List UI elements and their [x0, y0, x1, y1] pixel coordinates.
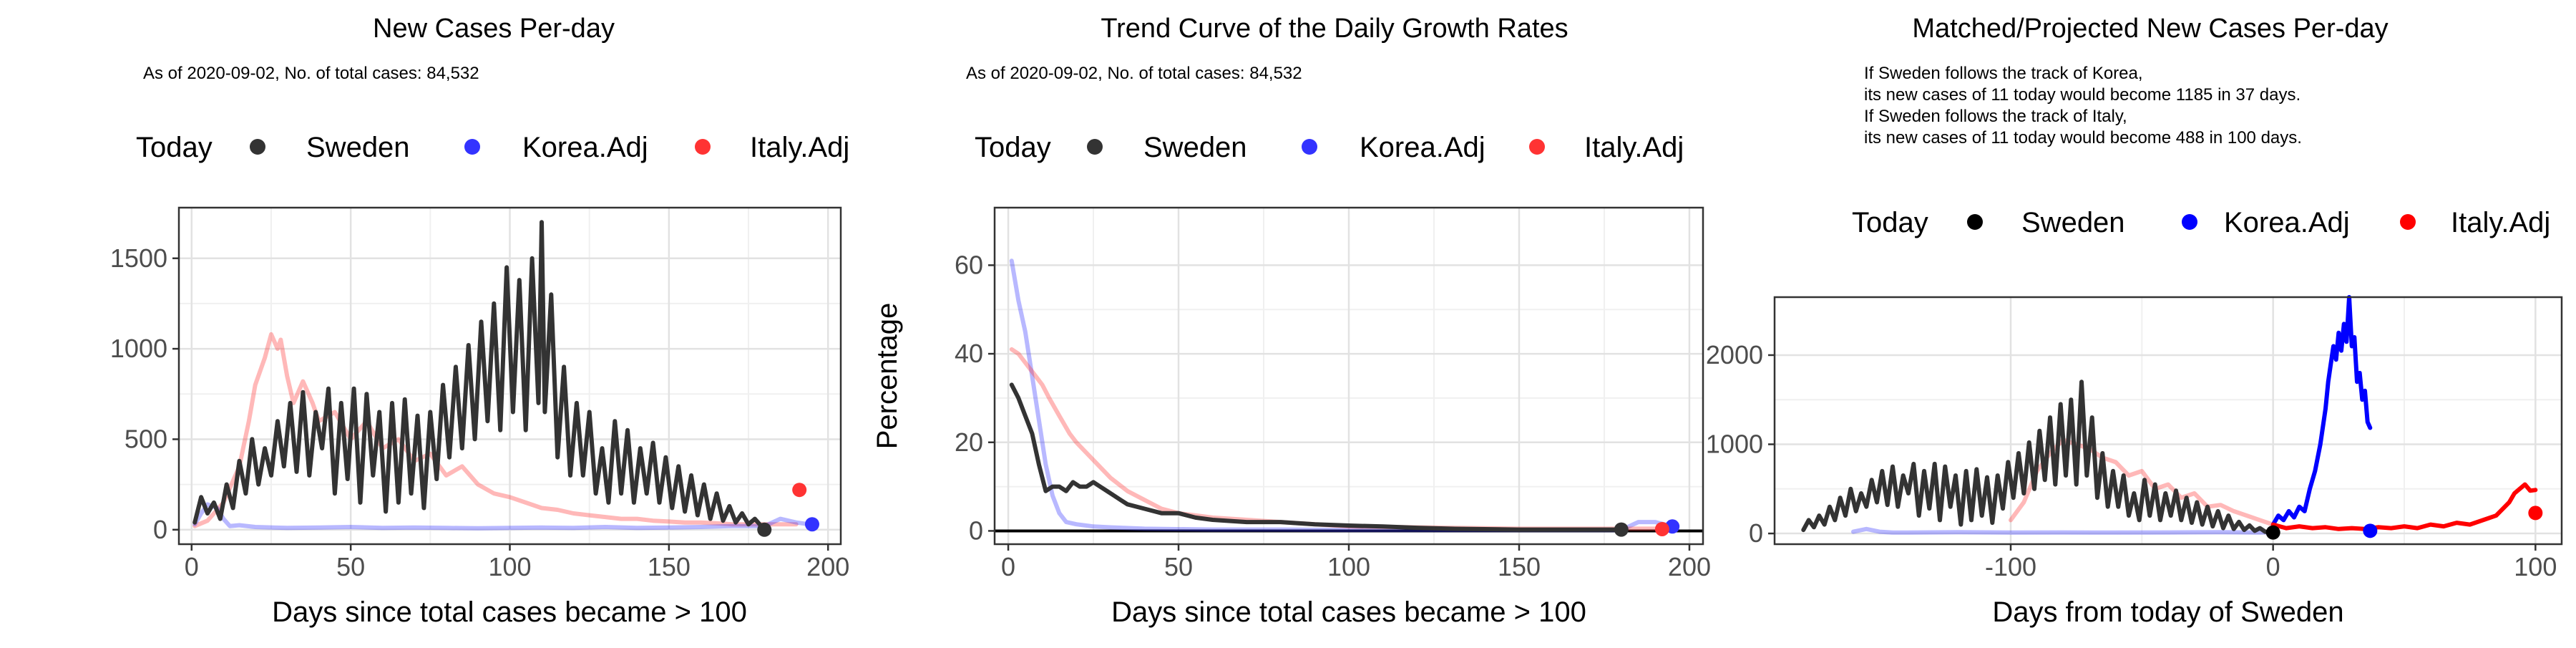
y-tick-label: 1000 — [110, 334, 167, 363]
chart-subtitle: As of 2020-09-02, No. of total cases: 84… — [143, 64, 479, 83]
series-line-italy-adj — [192, 332, 799, 528]
series-line-korea-adj-past- — [1851, 526, 2275, 535]
x-axis-label: Days since total cases became > 100 — [1111, 596, 1586, 628]
legend-marker — [1967, 214, 1983, 230]
chart-annotation: its new cases of 11 today would become 4… — [1864, 128, 2302, 148]
x-tick-label: 150 — [648, 552, 691, 581]
series-line-korea-adj — [192, 502, 811, 531]
legend-marker — [2182, 214, 2197, 230]
series-line-sweden — [192, 220, 763, 528]
chart-annotation: If Sweden follows the track of Korea, — [1864, 64, 2143, 83]
today-point-italy-adj — [792, 483, 807, 498]
legend-marker — [464, 139, 480, 155]
plot-border — [1773, 296, 2563, 546]
x-tick-label: 100 — [2514, 552, 2557, 581]
legend-label: Korea.Adj — [2224, 207, 2350, 238]
chart-title: Trend Curve of the Daily Growth Rates — [1101, 14, 1568, 44]
x-tick-label: 0 — [185, 552, 199, 581]
y-tick-label: 1500 — [110, 243, 167, 273]
x-tick-label: 100 — [1327, 552, 1370, 581]
x-tick-label: 0 — [1001, 552, 1015, 581]
x-tick-label: 0 — [2266, 552, 2280, 581]
y-tick-label: 20 — [955, 427, 983, 457]
y-tick-label: 1000 — [1706, 430, 1763, 459]
legend-marker — [2400, 214, 2416, 230]
legend-label: Sweden — [2021, 207, 2125, 238]
y-axis-label: Percentage — [872, 303, 903, 450]
x-tick-label: 150 — [1498, 552, 1541, 581]
x-tick-label: 200 — [806, 552, 849, 581]
legend-title: Today — [975, 132, 1051, 163]
legend-label: Italy.Adj — [1584, 132, 1684, 163]
series-line-korea-adj-projected- — [2270, 295, 2373, 527]
series-line-sweden — [1009, 382, 1624, 532]
chart-annotation: its new cases of 11 today would become 1… — [1864, 85, 2301, 105]
legend-title: Today — [1852, 207, 1928, 238]
y-tick-label: 0 — [153, 515, 167, 544]
y-tick-label: 2000 — [1706, 340, 1763, 369]
today-point-sweden — [2265, 525, 2280, 540]
today-point-italy-adj — [1654, 521, 1669, 536]
legend-marker — [1087, 139, 1103, 155]
chart-panel-2: Trend Curve of the Daily Growth Rates As … — [872, 14, 1711, 628]
legend-label: Sweden — [306, 132, 410, 163]
chart-panel-1: New Cases Per-day As of 2020-09-02, No. o… — [110, 14, 849, 628]
legend-label: Sweden — [1143, 132, 1247, 163]
legend-marker — [250, 139, 265, 155]
series-line-sweden — [1801, 379, 2275, 535]
y-tick-label: 0 — [1749, 518, 1763, 548]
x-tick-label: 50 — [336, 552, 365, 581]
chart-subtitle: As of 2020-09-02, No. of total cases: 84… — [966, 64, 1302, 83]
chart-title: New Cases Per-day — [373, 14, 615, 44]
y-tick-label: 60 — [955, 250, 983, 279]
today-point-korea-adj — [804, 517, 819, 532]
x-tick-label: 50 — [1164, 552, 1193, 581]
legend-marker — [695, 139, 711, 155]
legend-marker — [1302, 139, 1317, 155]
legend-label: Italy.Adj — [2451, 207, 2550, 238]
x-tick-label: 200 — [1668, 552, 1711, 581]
today-point-italy-adj — [2528, 506, 2543, 521]
legend-label: Korea.Adj — [522, 132, 648, 163]
series-line-italy-adj-projected- — [2270, 482, 2538, 531]
legend-label: Italy.Adj — [750, 132, 849, 163]
y-tick-label: 40 — [955, 339, 983, 368]
chart-panel-3: Matched/Projected New Cases Per-day If Sw… — [1706, 14, 2563, 628]
legend-marker — [1529, 139, 1545, 155]
chart-annotation: If Sweden follows the track of Italy, — [1864, 107, 2127, 126]
x-axis-label: Days from today of Sweden — [1992, 596, 2343, 628]
x-axis-label: Days since total cases became > 100 — [272, 596, 747, 628]
x-tick-label: -100 — [1985, 552, 2036, 581]
x-tick-label: 100 — [488, 552, 531, 581]
legend-title: Today — [136, 132, 213, 163]
y-tick-label: 500 — [125, 424, 167, 453]
today-point-korea-adj — [2363, 523, 2378, 538]
today-point-sweden — [1614, 522, 1629, 537]
y-tick-label: 0 — [969, 516, 983, 545]
today-point-sweden — [757, 522, 772, 537]
chart-title: Matched/Projected New Cases Per-day — [1912, 14, 2388, 44]
legend-label: Korea.Adj — [1360, 132, 1485, 163]
